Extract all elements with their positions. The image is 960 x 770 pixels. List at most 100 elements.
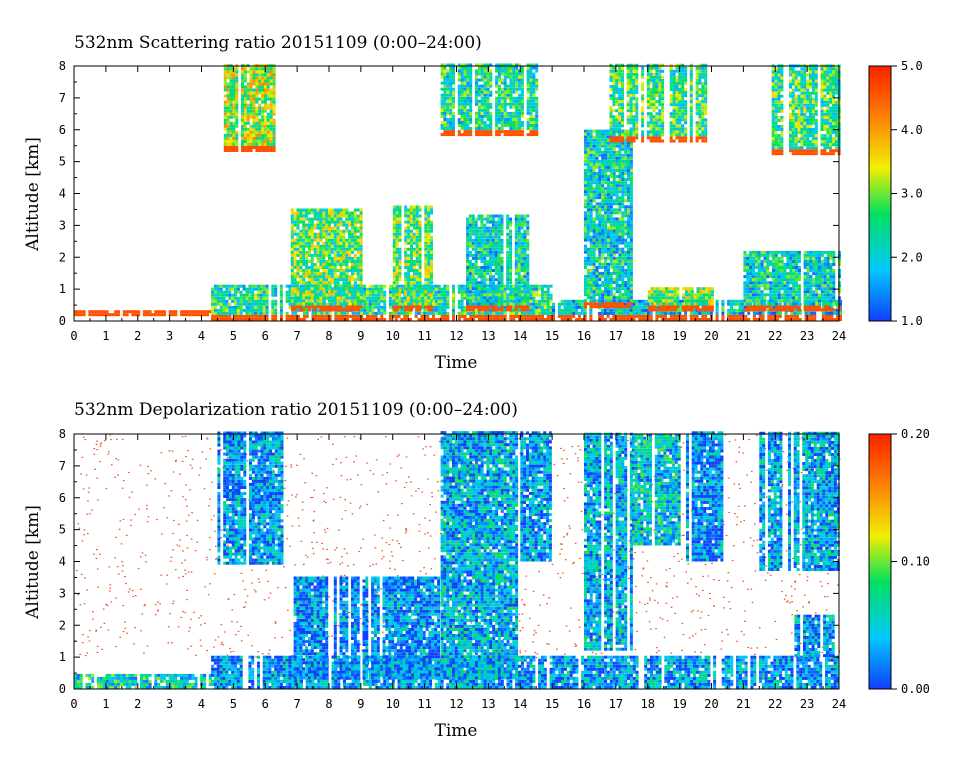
data-cell bbox=[232, 143, 236, 146]
data-cell bbox=[305, 211, 309, 215]
data-cell bbox=[598, 190, 602, 194]
data-cell bbox=[222, 318, 226, 321]
data-cell bbox=[595, 138, 599, 142]
data-cell bbox=[328, 253, 331, 257]
data-cell bbox=[520, 302, 524, 306]
data-cell bbox=[398, 293, 402, 297]
data-cell bbox=[541, 284, 544, 288]
data-cell bbox=[241, 88, 244, 92]
data-cell bbox=[374, 314, 378, 318]
data-cell bbox=[266, 121, 270, 125]
data-cell bbox=[735, 299, 739, 303]
data-cell bbox=[266, 124, 270, 128]
data-cell bbox=[328, 211, 331, 215]
data-cell bbox=[589, 290, 593, 294]
data-cell bbox=[601, 193, 605, 197]
data-cell bbox=[407, 260, 411, 263]
data-cell bbox=[615, 284, 619, 287]
data-cell bbox=[293, 299, 297, 303]
data-cell bbox=[296, 220, 300, 224]
data-cell bbox=[345, 229, 349, 233]
data-cell bbox=[598, 284, 602, 287]
data-cell bbox=[229, 130, 233, 134]
data-cell bbox=[299, 275, 303, 279]
data-cell bbox=[535, 302, 539, 306]
data-cell bbox=[328, 305, 331, 309]
data-cell bbox=[589, 287, 593, 291]
data-cell bbox=[489, 244, 492, 248]
data-cell bbox=[589, 278, 593, 281]
data-cell bbox=[322, 247, 326, 251]
data-cell bbox=[410, 302, 413, 306]
data-cell bbox=[319, 220, 323, 224]
data-cell bbox=[337, 314, 341, 318]
data-cell bbox=[520, 308, 524, 312]
data-cell bbox=[515, 314, 519, 318]
data-cell bbox=[279, 290, 283, 294]
data-cell bbox=[412, 226, 416, 230]
data-cell bbox=[468, 229, 472, 233]
data-cell bbox=[500, 244, 504, 248]
data-cell bbox=[517, 305, 521, 309]
data-cell bbox=[437, 296, 441, 300]
data-cell bbox=[629, 181, 633, 185]
data-cell bbox=[322, 290, 326, 294]
data-cell bbox=[299, 232, 303, 236]
data-cell bbox=[235, 146, 239, 149]
data-cell bbox=[251, 302, 255, 306]
data-cell bbox=[543, 305, 547, 309]
data-cell bbox=[480, 229, 484, 233]
data-cell bbox=[231, 287, 235, 291]
data-cell bbox=[223, 106, 227, 110]
data-cell bbox=[477, 296, 481, 300]
data-cell bbox=[483, 250, 487, 254]
data-cell bbox=[514, 281, 518, 285]
data-cell bbox=[235, 136, 239, 140]
data-cell bbox=[395, 232, 399, 236]
data-cell bbox=[353, 232, 357, 236]
data-cell bbox=[589, 169, 593, 172]
data-cell bbox=[615, 156, 619, 160]
data-cell bbox=[410, 284, 413, 288]
data-cell bbox=[288, 296, 292, 300]
data-cell bbox=[618, 235, 622, 239]
data-cell bbox=[624, 299, 628, 303]
data-cell bbox=[514, 299, 518, 303]
data-cell bbox=[157, 310, 161, 314]
data-cell bbox=[589, 141, 593, 145]
data-cell bbox=[313, 250, 317, 254]
data-cell bbox=[404, 232, 408, 236]
data-cell bbox=[342, 232, 346, 236]
data-cell bbox=[486, 290, 490, 294]
data-cell bbox=[272, 149, 276, 152]
data-cell bbox=[310, 266, 314, 269]
data-cell bbox=[223, 146, 227, 149]
data-cell bbox=[392, 220, 396, 224]
data-cell bbox=[183, 310, 186, 314]
data-cell bbox=[494, 284, 498, 288]
data-cell bbox=[299, 308, 303, 312]
data-cell bbox=[359, 275, 363, 279]
data-cell bbox=[468, 235, 472, 239]
data-cell bbox=[252, 130, 256, 134]
data-cell bbox=[598, 196, 602, 200]
data-cell bbox=[410, 281, 413, 285]
data-cell bbox=[604, 147, 608, 151]
data-cell bbox=[629, 318, 633, 321]
data-cell bbox=[194, 310, 198, 314]
data-cell bbox=[213, 299, 217, 303]
data-cell bbox=[174, 313, 178, 317]
data-cell bbox=[595, 129, 599, 133]
data-cell bbox=[394, 311, 398, 315]
data-cell bbox=[254, 302, 258, 306]
data-cell bbox=[249, 115, 253, 119]
data-cell bbox=[607, 147, 610, 151]
data-cell bbox=[624, 214, 628, 218]
data-cell bbox=[264, 133, 267, 137]
data-cell bbox=[359, 217, 363, 221]
data-cell bbox=[440, 105, 444, 109]
data-cell bbox=[615, 229, 619, 233]
data-cell bbox=[715, 299, 719, 303]
data-cell bbox=[398, 269, 402, 272]
data-cell bbox=[509, 302, 513, 306]
